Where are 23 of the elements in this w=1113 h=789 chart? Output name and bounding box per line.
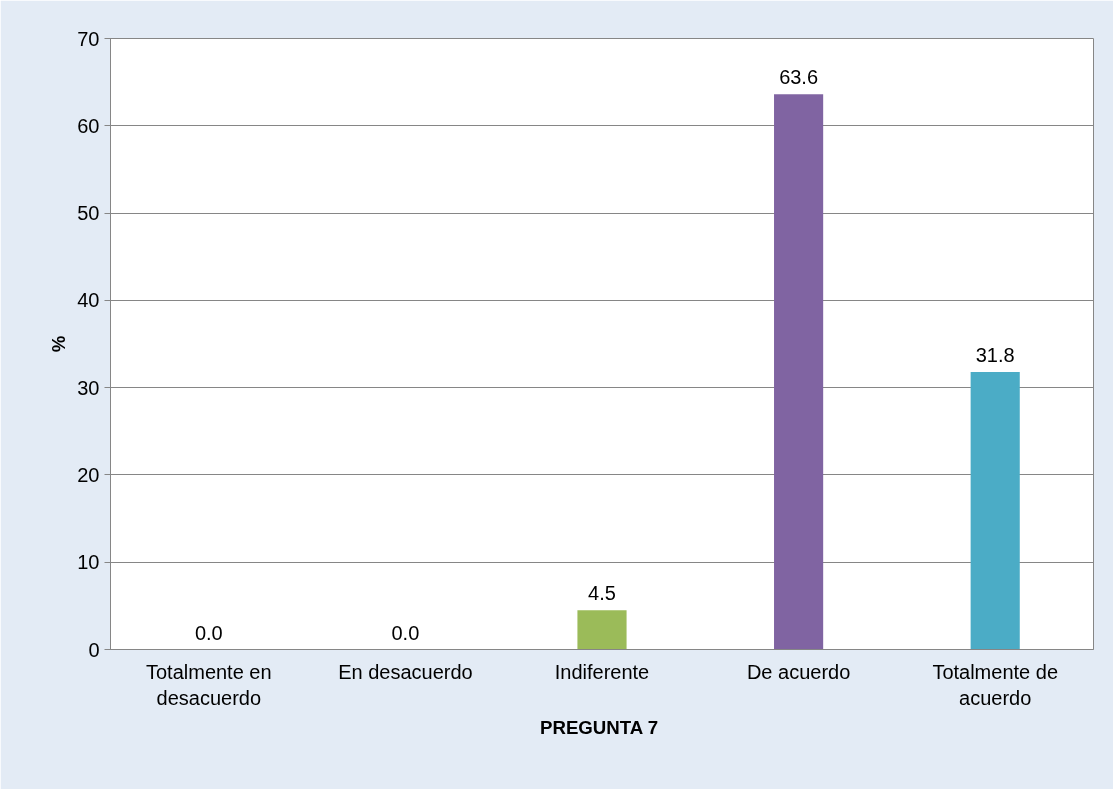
data-label: 4.5 (588, 582, 616, 605)
x-tick-label: Indiferente (554, 660, 650, 683)
bar (774, 94, 824, 650)
y-axis-title: % (48, 335, 70, 353)
y-tick-label: 0 (88, 638, 100, 661)
y-tick-label: 20 (77, 463, 100, 486)
data-label: 0.0 (391, 621, 420, 644)
y-tick-label: 50 (77, 202, 100, 225)
data-label: 31.8 (975, 343, 1015, 366)
bar (970, 371, 1020, 650)
y-tick-label: 30 (77, 376, 100, 399)
y-tick-label: 70 (77, 27, 100, 50)
x-tick-label: Totalmente en desacuerdo (145, 660, 272, 709)
data-label: 0.0 (194, 621, 223, 644)
x-axis-title: PREGUNTA 7 (539, 716, 659, 738)
y-tick-label: 40 (77, 289, 100, 312)
bar (577, 610, 627, 650)
x-tick-label: De acuerdo (746, 660, 851, 683)
x-tick-label: Totalmente de acuerdo (932, 660, 1059, 709)
data-label: 63.6 (779, 66, 819, 89)
x-tick-label: En desacuerdo (338, 660, 473, 683)
y-tick-label: 60 (77, 114, 100, 137)
y-tick-label: 10 (77, 551, 100, 574)
